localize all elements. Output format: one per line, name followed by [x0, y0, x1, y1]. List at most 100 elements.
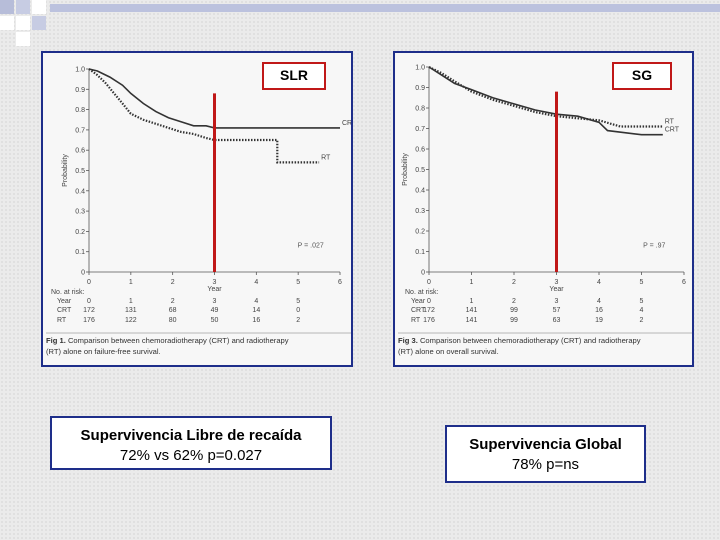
y-tick-label: 0.1: [75, 249, 85, 256]
y-tick-label: 0.4: [415, 188, 425, 195]
risk-cell: 0: [296, 307, 300, 314]
x-tick-label: 4: [254, 279, 258, 286]
x-tick-label: 0: [87, 279, 91, 286]
x-tick-label: 5: [640, 279, 644, 286]
x-axis-label: Year: [207, 286, 222, 293]
risk-cell: 176: [423, 317, 435, 324]
x-axis-label: Year: [549, 286, 564, 293]
y-tick-label: 0.6: [75, 148, 85, 155]
chart-panel-left: 0 0.1 0.2 0.3 0.4 0.5 0.6 0.7 0.8 0.9 1.0 0 1 2 3 4 5 6 Ye…: [41, 51, 353, 367]
x-tick-label: 2: [512, 279, 516, 286]
risk-cell: 2: [296, 317, 300, 324]
series-label-crt: CRT: [665, 127, 680, 134]
risk-cell: 19: [595, 317, 603, 324]
risk-row-label: CRT: [411, 307, 426, 314]
series-line-rt: [88, 68, 320, 164]
y-tick-label: 0.7: [75, 127, 85, 134]
x-tick-label: 1: [129, 279, 133, 286]
decor-square: [0, 0, 14, 14]
decor-square: [0, 16, 14, 30]
y-tick-label: 0.8: [75, 107, 85, 114]
y-tick-label: 0.2: [75, 229, 85, 236]
risk-cell: 3: [213, 298, 217, 305]
risk-cell: 4: [597, 298, 601, 305]
x-tick-label: 4: [597, 279, 601, 286]
risk-cell: 2: [512, 298, 516, 305]
risk-table-title: No. at risk:: [405, 289, 439, 296]
risk-table-title: No. at risk:: [51, 289, 85, 296]
caption-box-left: Supervivencia Libre de recaída 72% vs 62…: [50, 416, 332, 470]
series-label-rt: RT: [665, 118, 675, 125]
risk-cell: 131: [125, 307, 137, 314]
chart-panel-right: 0 0.1 0.2 0.3 0.4 0.5 0.6 0.7 0.8 0.9 1.0 0 1 2 3 4 5 6 Ye…: [393, 51, 694, 367]
y-tick-label: 0: [421, 270, 425, 277]
risk-cell: 1: [129, 298, 133, 305]
figure-caption-line1: Fig 1. Comparison between chemoradiother…: [46, 336, 289, 345]
survival-chart-right: 0 0.1 0.2 0.3 0.4 0.5 0.6 0.7 0.8 0.9 1.0 0 1 2 3 4 5 6 Ye…: [398, 65, 692, 356]
x-tick-label: 2: [171, 279, 175, 286]
figure-caption-line1: Fig 3. Comparison between chemoradiother…: [398, 336, 641, 345]
risk-row-label: Year: [57, 298, 72, 305]
x-tick-label: 6: [682, 279, 686, 286]
y-tick-label: 0.7: [415, 126, 425, 133]
risk-cell: 141: [466, 317, 478, 324]
risk-cell: 141: [466, 307, 478, 314]
decor-square: [32, 0, 46, 14]
y-tick-label: 0.3: [415, 208, 425, 215]
y-tick-label: 1.0: [415, 65, 425, 72]
x-tick-label: 3: [213, 279, 217, 286]
risk-cell: 172: [83, 307, 95, 314]
risk-cell: 5: [296, 298, 300, 305]
x-tick-label: 0: [427, 279, 431, 286]
figure-caption-bold: Fig 1.: [46, 336, 68, 345]
y-tick-label: 0.9: [75, 87, 85, 94]
p-value-label: P = .027: [298, 243, 324, 250]
y-tick-label: 1.0: [75, 67, 85, 74]
risk-cell: 0: [427, 298, 431, 305]
y-axis-label: Probability: [62, 154, 69, 187]
y-tick-label: 0.3: [75, 209, 85, 216]
x-tick-label: 5: [296, 279, 300, 286]
risk-cell: 4: [254, 298, 258, 305]
caption-title: Supervivencia Global: [469, 436, 622, 453]
risk-cell: 63: [553, 317, 561, 324]
series-label-crt: CRT: [342, 120, 351, 127]
p-value-label: P = .97: [643, 242, 665, 249]
risk-cell: 1: [470, 298, 474, 305]
risk-cell: 99: [510, 317, 518, 324]
risk-cell: 4: [640, 307, 644, 314]
caption-box-right: Supervivencia Global 78% p=ns: [445, 425, 646, 483]
risk-cell: 80: [169, 317, 177, 324]
series-line-crt: [428, 66, 663, 136]
y-tick-label: 0.1: [415, 249, 425, 256]
risk-row-label: RT: [57, 317, 67, 324]
decor-square: [16, 32, 30, 46]
figure-caption-text: Comparison between chemoradiotherapy (CR…: [420, 336, 641, 345]
decor-square: [16, 16, 30, 30]
y-axis-label: Probability: [402, 153, 409, 186]
risk-cell: 176: [83, 317, 95, 324]
caption-value: 78% p=ns: [511, 456, 580, 473]
risk-cell: 122: [125, 317, 137, 324]
decor-square: [16, 0, 30, 14]
label-sg: SG: [612, 62, 672, 90]
risk-cell: 68: [169, 307, 177, 314]
risk-row-label: RT: [411, 317, 421, 324]
caption-title: Supervivencia Libre de recaída: [80, 427, 302, 444]
survival-chart-left: 0 0.1 0.2 0.3 0.4 0.5 0.6 0.7 0.8 0.9 1.0 0 1 2 3 4 5 6 Ye…: [46, 67, 351, 356]
series-label-rt: RT: [321, 154, 331, 161]
risk-cell: 14: [252, 307, 260, 314]
series-line-rt: [428, 66, 663, 128]
risk-cell: 172: [423, 307, 435, 314]
risk-cell: 16: [252, 317, 260, 324]
risk-cell: 2: [640, 317, 644, 324]
risk-cell: 5: [640, 298, 644, 305]
y-tick-label: 0: [81, 270, 85, 277]
risk-cell: 57: [553, 307, 561, 314]
label-slr: SLR: [262, 62, 326, 90]
figure-caption-line2: (RT) alone on overall survival.: [398, 347, 499, 356]
x-tick-label: 1: [470, 279, 474, 286]
risk-row-label: CRT: [57, 307, 72, 314]
risk-cell: 2: [171, 298, 175, 305]
risk-cell: 99: [510, 307, 518, 314]
